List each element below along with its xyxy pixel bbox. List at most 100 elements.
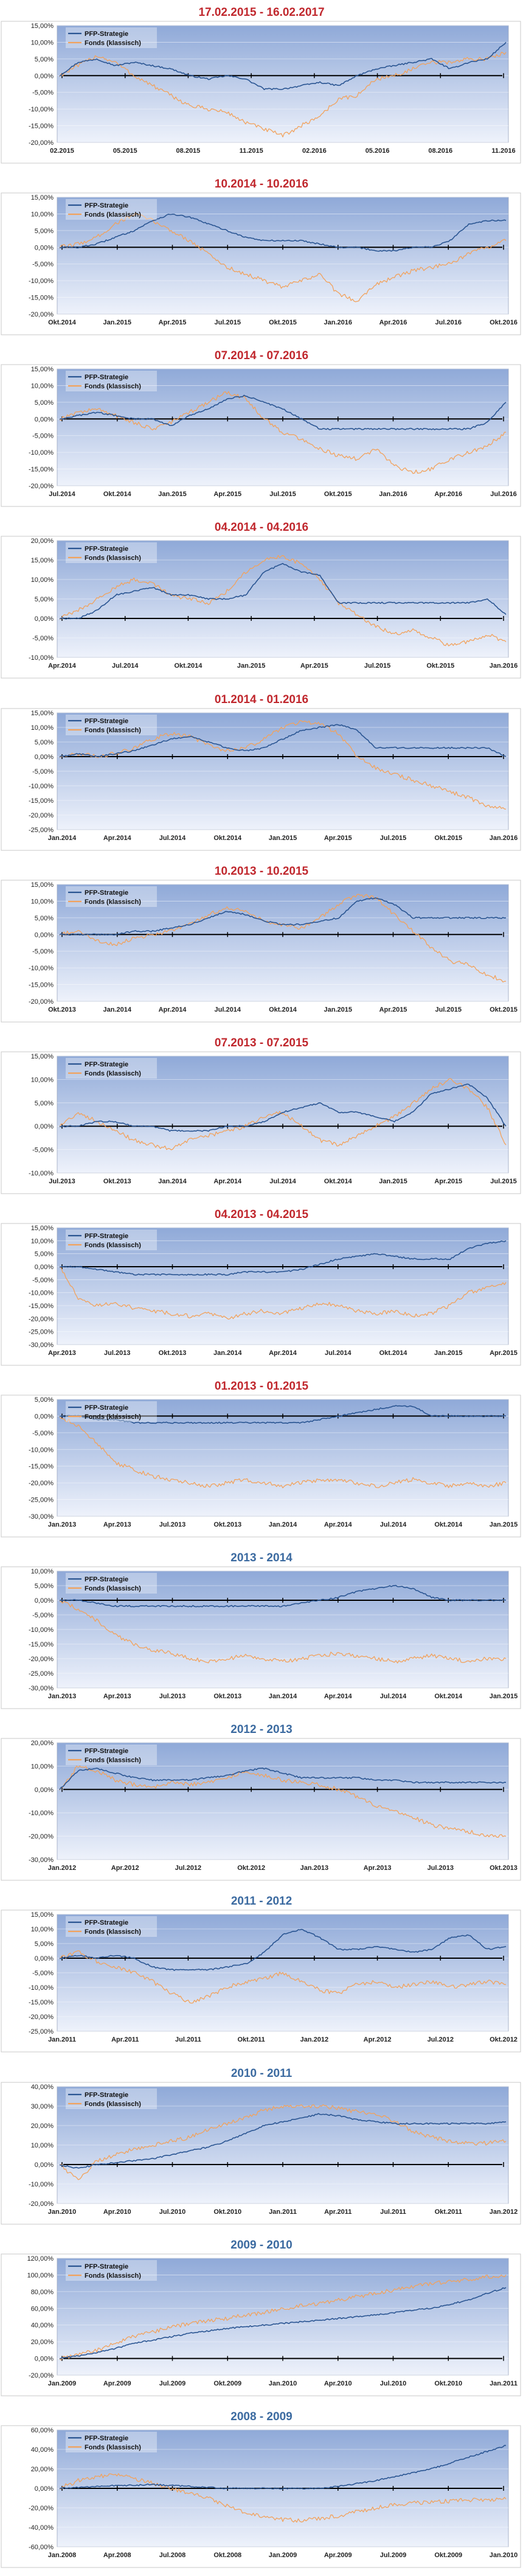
y-tick-label: 5,00% bbox=[35, 914, 54, 922]
x-tick-label: Okt.2013 bbox=[159, 1349, 187, 1357]
legend-background bbox=[66, 886, 157, 907]
x-tick-label: Apr.2014 bbox=[48, 662, 77, 670]
x-tick-label: Jan.2010 bbox=[48, 2208, 76, 2216]
x-tick-label: Jan.2016 bbox=[490, 662, 518, 670]
legend-label: Fonds (klassisch) bbox=[85, 898, 141, 906]
y-tick-label: 10,00% bbox=[31, 1237, 54, 1245]
x-tick-label: Okt.2013 bbox=[48, 1006, 76, 1013]
y-tick-label: 0,00% bbox=[35, 1597, 54, 1605]
y-tick-label: -5,00% bbox=[32, 433, 54, 440]
series-line-pfp bbox=[59, 1929, 507, 1972]
chart-svg: 5,00% 0,00% -5,00% -10,00% -15,00% -20,00% -25… bbox=[1, 1395, 521, 1538]
x-tick-label: Jan.2008 bbox=[48, 2552, 76, 2559]
series-line-fonds bbox=[59, 555, 507, 647]
x-tick-label: Jan.2016 bbox=[490, 835, 518, 842]
x-tick-label: 05.2016 bbox=[365, 147, 390, 155]
chart-panel: 2011 - 2012 15,00% 10,00% 5,00% 0,00% -5,00% -… bbox=[0, 1889, 523, 2060]
legend-background bbox=[66, 2259, 157, 2281]
series-line-fonds bbox=[59, 719, 507, 810]
x-tick-label: Okt.2013 bbox=[490, 1864, 518, 1872]
x-tick-label: Jan.2015 bbox=[490, 1693, 518, 1700]
x-tick-label: Jul.2014 bbox=[49, 491, 75, 498]
y-tick-label: 15,00% bbox=[31, 1225, 54, 1232]
series-line-fonds bbox=[59, 1267, 507, 1320]
y-tick-label: -20,00% bbox=[29, 311, 54, 318]
x-tick-label: Okt.2011 bbox=[238, 2036, 265, 2043]
y-tick-label: 0,00% bbox=[35, 754, 54, 761]
series-line-fonds bbox=[59, 52, 507, 138]
y-tick-label: 0,00% bbox=[35, 2485, 54, 2493]
y-tick-label: 10,00% bbox=[31, 724, 54, 732]
x-tick-label: Okt.2014 bbox=[103, 491, 132, 498]
y-tick-label: -25,00% bbox=[29, 1329, 54, 1336]
x-tick-label: Okt.2014 bbox=[434, 1521, 463, 1528]
chart-svg: 60,00% 40,00% 20,00% 0,00% -20,00% -40,00% -60… bbox=[1, 2425, 521, 2568]
y-tick-label: 80,00% bbox=[31, 2289, 54, 2296]
y-tick-label: 10,00% bbox=[31, 1568, 54, 1575]
x-tick-label: Okt.2015 bbox=[269, 319, 297, 326]
x-tick-label: Okt.2014 bbox=[48, 319, 77, 326]
y-tick-label: 0,00% bbox=[35, 1787, 54, 1794]
legend-background bbox=[66, 1573, 157, 1594]
x-tick-label: Apr.2012 bbox=[111, 1864, 139, 1872]
x-tick-label: Jul.2015 bbox=[435, 1006, 462, 1013]
legend-label: Fonds (klassisch) bbox=[85, 2444, 141, 2451]
y-tick-label: -20,00% bbox=[29, 1315, 54, 1323]
y-tick-label: 60,00% bbox=[31, 2427, 54, 2434]
chart-panel: 07.2013 - 07.2015 15,00% 10,00% 5,00% 0,00% -… bbox=[0, 1031, 523, 1202]
x-tick-label: 02.2015 bbox=[50, 147, 74, 155]
y-tick-label: 20,00% bbox=[31, 2466, 54, 2473]
series-line-pfp bbox=[59, 2445, 507, 2490]
plot-area bbox=[57, 1055, 509, 1174]
x-tick-label: Apr.2015 bbox=[300, 662, 328, 670]
series-line-pfp bbox=[59, 394, 507, 430]
x-tick-label: 05.2015 bbox=[113, 147, 137, 155]
series-line-fonds bbox=[59, 2274, 507, 2361]
series-line-pfp bbox=[59, 2112, 507, 2169]
y-tick-label: 5,00% bbox=[35, 56, 54, 63]
chart-svg: 15,00%10,00%5,00%0,00%-5,00%-10,00%Jul.2… bbox=[1, 1051, 521, 1194]
series-line-fonds bbox=[59, 1765, 507, 1838]
x-tick-label: Apr.2014 bbox=[324, 1693, 353, 1700]
x-tick-label: Jul.2013 bbox=[159, 1693, 185, 1700]
y-tick-label: -20,00% bbox=[29, 998, 54, 1006]
y-tick-label: -20,00% bbox=[29, 2505, 54, 2512]
legend-label: Fonds (klassisch) bbox=[85, 1413, 141, 1421]
y-tick-label: 10,00% bbox=[31, 211, 54, 219]
series-line-pfp bbox=[59, 563, 507, 620]
legend-background bbox=[66, 1057, 157, 1079]
x-tick-label: Jul.2013 bbox=[49, 1178, 75, 1185]
x-tick-label: Apr.2009 bbox=[324, 2552, 352, 2559]
chart-title: 07.2013 - 07.2015 bbox=[214, 1036, 309, 1049]
legend-background bbox=[66, 1401, 157, 1423]
legend-label: Fonds (klassisch) bbox=[85, 1757, 141, 1764]
y-tick-label: -40,00% bbox=[29, 2524, 54, 2532]
y-tick-label: -15,00% bbox=[29, 981, 54, 989]
y-tick-label: -15,00% bbox=[29, 123, 54, 130]
x-tick-label: Jul.2013 bbox=[159, 1521, 185, 1528]
y-tick-label: -5,00% bbox=[32, 261, 54, 268]
y-tick-label: 15,00% bbox=[31, 194, 54, 201]
chart-svg: 120,00% 100,00% 80,00% 60,00% 40,00% 20,00% 0,… bbox=[1, 2253, 521, 2396]
legend-label: PFP-Strategie bbox=[85, 202, 128, 209]
x-tick-label: Okt.2014 bbox=[269, 1006, 297, 1013]
series-line-pfp bbox=[59, 724, 507, 757]
x-tick-label: Jan.2015 bbox=[269, 835, 297, 842]
y-tick-label: -10,00% bbox=[29, 2181, 54, 2188]
chart-panel: 2008 - 2009 60,00% 40,00% 20,00% 0,00% -20,00… bbox=[0, 2404, 523, 2576]
x-tick-label: Okt.2008 bbox=[213, 2552, 241, 2559]
y-tick-label: -5,00% bbox=[32, 1970, 54, 1977]
y-tick-label: -15,00% bbox=[29, 1463, 54, 1471]
x-tick-label: Apr.2015 bbox=[213, 491, 241, 498]
legend-label: Fonds (klassisch) bbox=[85, 1242, 141, 1249]
y-tick-label: 120,00% bbox=[27, 2255, 54, 2263]
x-tick-label: Jan.2015 bbox=[434, 1349, 462, 1357]
plot-area bbox=[57, 1399, 509, 1517]
x-tick-label: 02.2016 bbox=[302, 147, 327, 155]
